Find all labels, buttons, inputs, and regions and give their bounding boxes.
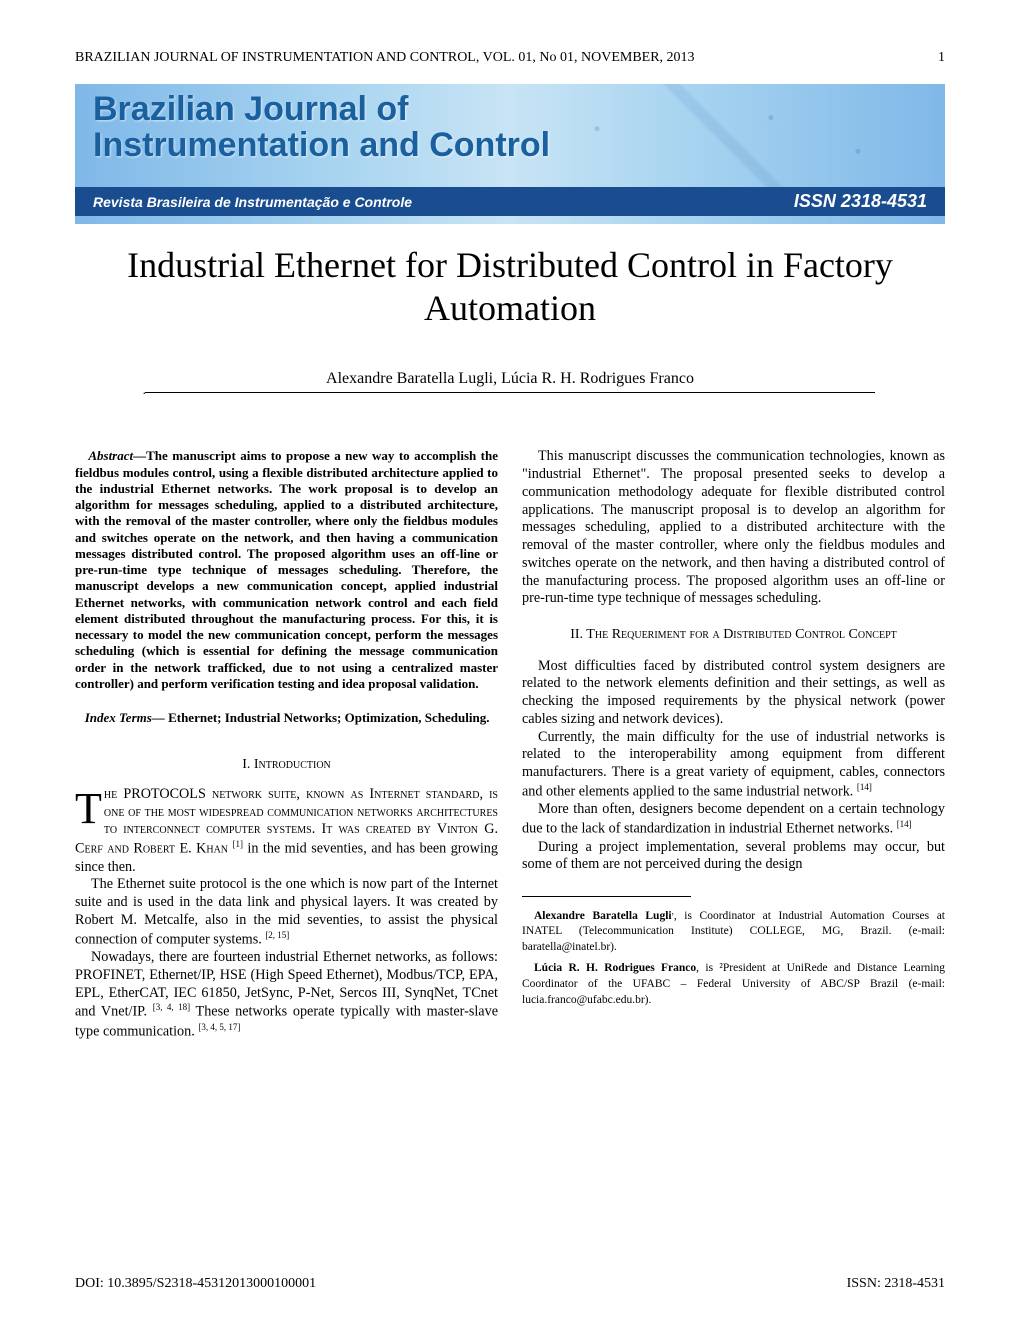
paper-title: Industrial Ethernet for Distributed Cont… (75, 244, 945, 330)
s2-p4: During a project implementation, several… (522, 839, 945, 875)
abstract-label: Abstract— (88, 448, 146, 463)
footnote-2: Lúcia R. H. Rodrigues Franco, is ²Presid… (522, 961, 945, 1008)
banner-subtitle: Revista Brasileira de Instrumentação e C… (93, 194, 412, 210)
index-terms-text: Ethernet; Industrial Networks; Optimizat… (168, 710, 489, 725)
s1-p1: The PROTOCOLS network suite, known as In… (75, 786, 498, 876)
s2-p3: More than often, designers become depend… (522, 801, 945, 838)
s2-p2: Currently, the main difficulty for the u… (522, 729, 945, 802)
index-terms-label: Index Terms— (85, 710, 168, 725)
banner-graphic (510, 84, 945, 196)
body-columns: Abstract—The manuscript aims to propose … (75, 448, 945, 1041)
abstract-text: The manuscript aims to propose a new way… (75, 448, 498, 691)
s1-p4: This manuscript discusses the communicat… (522, 448, 945, 608)
dropcap: T (75, 786, 104, 827)
authors: Alexandre Baratella Lugli, Lúcia R. H. R… (75, 370, 945, 388)
footnote-1: Alexandre Baratella Lugli,, is Coordinat… (522, 905, 945, 955)
journal-line: BRAZILIAN JOURNAL OF INSTRUMENTATION AND… (75, 50, 695, 66)
page-footer: DOI: 10.3895/S2318-45312013000100001 ISS… (75, 1276, 945, 1292)
banner-issn: ISSN 2318-4531 (794, 191, 927, 212)
page-number: 1 (938, 50, 945, 66)
banner-title: Brazilian Journal of Instrumentation and… (93, 92, 550, 163)
section-1-heading: I. Introduction (75, 756, 498, 774)
title-rule (145, 392, 876, 393)
doi: DOI: 10.3895/S2318-45312013000100001 (75, 1276, 316, 1292)
footnote-rule (522, 896, 691, 897)
abstract: Abstract—The manuscript aims to propose … (75, 448, 498, 692)
footnotes-block: Alexandre Baratella Lugli,, is Coordinat… (522, 896, 945, 1008)
index-terms: Index Terms— Ethernet; Industrial Networ… (75, 710, 498, 726)
journal-banner: Brazilian Journal of Instrumentation and… (75, 84, 945, 224)
banner-subbar: Revista Brasileira de Instrumentação e C… (75, 187, 945, 216)
footer-issn: ISSN: 2318-4531 (847, 1276, 945, 1292)
s1-p3: Nowadays, there are fourteen industrial … (75, 949, 498, 1041)
section-2-heading: II. The Requeriment for a Distributed Co… (522, 626, 945, 644)
s2-p1: Most difficulties faced by distributed c… (522, 658, 945, 729)
footnotes: Alexandre Baratella Lugli,, is Coordinat… (522, 905, 945, 1008)
running-header: BRAZILIAN JOURNAL OF INSTRUMENTATION AND… (75, 50, 945, 66)
s1-p2: The Ethernet suite protocol is the one w… (75, 876, 498, 949)
